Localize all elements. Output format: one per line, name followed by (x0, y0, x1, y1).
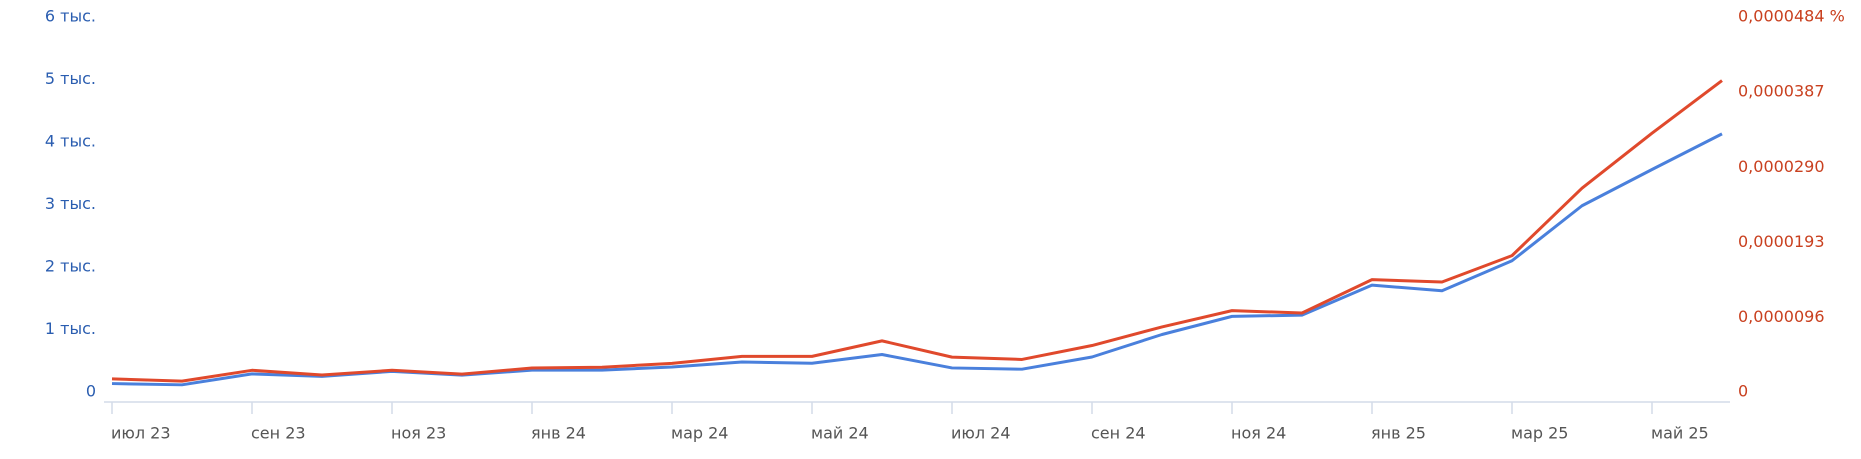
series-line (111, 79, 1723, 383)
y2-tick-label: 0,0000484 % (1738, 7, 1845, 26)
x-tick-label: сен 23 (251, 424, 306, 443)
y-tick-label: 6 тыс. (45, 7, 96, 26)
x-tick-label: май 25 (1651, 424, 1709, 443)
y-tick-label: 4 тыс. (45, 132, 96, 151)
x-tick-label: май 24 (811, 424, 869, 443)
x-tick-label: ноя 23 (391, 424, 446, 443)
y-tick-label: 2 тыс. (45, 257, 96, 276)
y2-tick-label: 0,0000193 (1738, 232, 1825, 251)
y2-tick-label: 0 (1738, 382, 1748, 401)
x-tick-label: июл 24 (951, 424, 1011, 443)
x-tick-label: янв 24 (531, 424, 586, 443)
y-tick-label: 5 тыс. (45, 69, 96, 88)
y2-tick-label: 0,0000290 (1738, 157, 1825, 176)
series-line (111, 132, 1723, 387)
y-tick-label: 0 (86, 382, 96, 401)
x-tick-label: янв 25 (1371, 424, 1426, 443)
y2-tick-label: 0,0000387 (1738, 82, 1825, 101)
y-tick-label: 1 тыс. (45, 319, 96, 338)
x-tick-label: мар 24 (671, 424, 728, 443)
y2-tick-label: 0,0000096 (1738, 307, 1825, 326)
x-tick-label: мар 25 (1511, 424, 1568, 443)
y-tick-label: 3 тыс. (45, 194, 96, 213)
x-tick-label: июл 23 (111, 424, 171, 443)
x-tick-label: сен 24 (1091, 424, 1146, 443)
x-tick-label: ноя 24 (1231, 424, 1286, 443)
